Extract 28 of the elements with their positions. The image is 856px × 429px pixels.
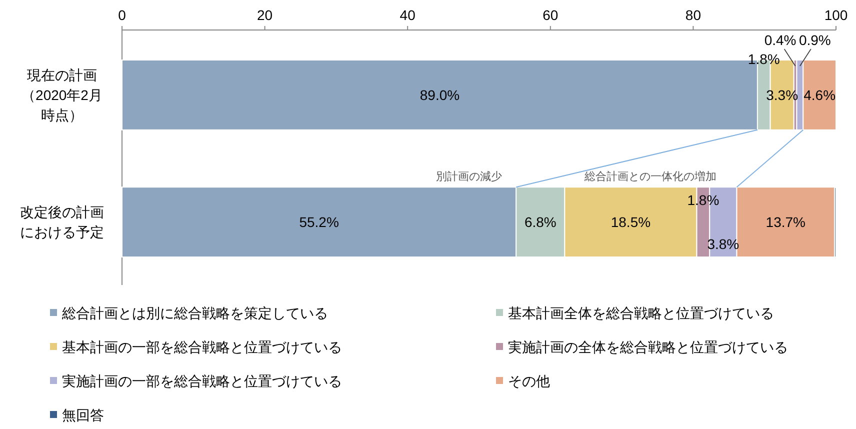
x-tick-label: 80	[685, 7, 702, 23]
data-label: 4.6%	[804, 86, 836, 103]
legend-label: 実施計画の全体を総合戦略と位置づけている	[508, 339, 788, 355]
legend-label: 基本計画全体を総合戦略と位置づけている	[508, 305, 774, 321]
data-label: 89.0%	[420, 86, 460, 103]
x-tick-label: 0	[118, 7, 126, 23]
y-tick-label: 現在の計画（2020年2月時点）	[22, 66, 102, 123]
y-tick-label: 改定後の計画における予定	[20, 204, 104, 240]
x-tick-label: 40	[400, 7, 416, 23]
data-label: 13.7%	[766, 214, 806, 230]
x-tick-label: 20	[257, 7, 273, 23]
data-label: 55.2%	[299, 214, 339, 230]
data-label: 3.8%	[707, 236, 740, 252]
data-label: 1.8%	[687, 192, 720, 208]
legend-label: その他	[508, 373, 550, 389]
legend-label: 総合計画とは別に総合戦略を策定している	[61, 305, 328, 321]
data-label: 6.8%	[524, 214, 556, 230]
legend-label: 基本計画の一部を総合戦略と位置づけている	[62, 339, 342, 355]
data-label: 0.9%	[798, 32, 831, 48]
data-label: 0.4%	[764, 32, 796, 48]
data-label: 1.8%	[748, 51, 780, 67]
data-label: 18.5%	[610, 214, 651, 230]
legend-label: 実施計画の一部を総合戦略と位置づけている	[62, 373, 342, 389]
legend-label: 無回答	[62, 407, 104, 423]
x-tick-label: 60	[542, 7, 558, 23]
x-tick-label: 100	[824, 7, 848, 23]
annotation: 別計画の減少	[436, 170, 502, 184]
annotation: 総合計画との一体化の増加	[584, 170, 717, 184]
